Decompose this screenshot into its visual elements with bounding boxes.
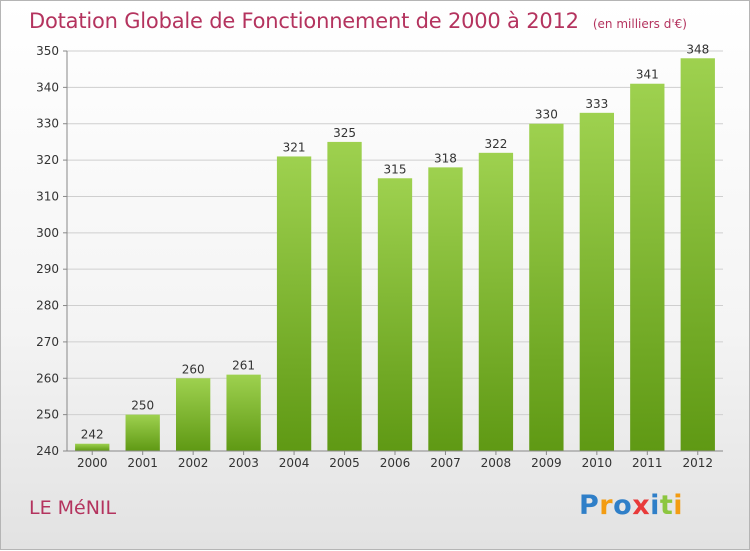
y-tick-label: 310	[36, 189, 59, 203]
chart-subtitle: (en milliers d'€)	[592, 17, 687, 31]
bar-2007	[428, 167, 463, 451]
data-label-2004: 321	[283, 140, 306, 154]
x-tick-label-2012: 2012	[682, 456, 713, 470]
title-row: Dotation Globale de Fonctionnement de 20…	[29, 9, 687, 33]
axes	[66, 51, 723, 452]
x-tick-label-2009: 2009	[531, 456, 562, 470]
logo-letter: o	[613, 490, 633, 521]
x-tick-label-2006: 2006	[380, 456, 411, 470]
y-tick-label: 320	[36, 153, 59, 167]
logo-letter: P	[579, 490, 600, 521]
bar-2008	[478, 152, 514, 451]
data-label-2012: 348	[686, 42, 709, 56]
data-label-2008: 322	[484, 137, 507, 151]
bar-2000	[75, 443, 110, 451]
data-label-2007: 318	[434, 151, 457, 165]
data-labels: 242 250 260 261 321 325 315 318 322 330 333 341 348	[81, 42, 709, 441]
commune-name: LE MéNIL	[29, 497, 117, 519]
x-tick-label-2010: 2010	[582, 456, 613, 470]
logo-letter: t	[659, 490, 674, 521]
y-tick-label: 270	[36, 335, 59, 349]
y-tick-label: 330	[36, 117, 59, 131]
bar-2002	[175, 378, 211, 451]
bar-2006	[377, 178, 413, 452]
y-tick-label: 350	[36, 44, 59, 58]
bar-2005	[327, 141, 362, 451]
y-axis-ticks: 240 250 260 270 280 290 300 310 320 330 340 350	[36, 44, 67, 458]
x-tick-label-2002: 2002	[178, 456, 209, 470]
data-label-2001: 250	[131, 399, 154, 413]
y-tick-label: 340	[36, 80, 59, 94]
x-tick-label-2011: 2011	[632, 456, 663, 470]
data-label-2000: 242	[81, 428, 104, 442]
bar-2004	[276, 156, 312, 452]
bar-2001	[125, 414, 160, 451]
bar-2003	[226, 374, 261, 451]
chart-title: Dotation Globale de Fonctionnement de 20…	[29, 9, 579, 33]
y-tick-label: 280	[36, 299, 59, 313]
data-label-2002: 260	[182, 362, 205, 376]
x-tick-label-2001: 2001	[127, 456, 158, 470]
bar-2010	[579, 112, 615, 452]
logo-letter: i	[673, 490, 684, 521]
y-tick-label: 250	[36, 408, 59, 422]
x-tick-label-2000: 2000	[77, 456, 108, 470]
x-tick-label-2003: 2003	[228, 456, 259, 470]
y-tick-label: 260	[36, 371, 59, 385]
logo-letter: x	[632, 490, 651, 521]
data-label-2010: 333	[585, 97, 608, 111]
data-label-2011: 341	[636, 68, 659, 82]
proxiti-logo[interactable]: Proxiti	[579, 490, 683, 521]
data-label-2006: 315	[384, 162, 407, 176]
y-tick-label: 300	[36, 226, 59, 240]
bar-2009	[529, 123, 564, 452]
y-tick-label: 290	[36, 262, 59, 276]
data-label-2009: 330	[535, 108, 558, 122]
x-tick-label-2007: 2007	[430, 456, 461, 470]
bars	[75, 58, 715, 452]
bar-2011	[630, 83, 665, 452]
data-label-2003: 261	[232, 359, 255, 373]
bar-2012	[680, 58, 715, 451]
x-tick-label-2005: 2005	[329, 456, 360, 470]
y-tick-label: 240	[36, 444, 59, 458]
data-label-2005: 325	[333, 126, 356, 140]
x-tick-label-2008: 2008	[481, 456, 512, 470]
logo-letter: i	[650, 490, 660, 521]
x-axis-ticks: 2000 2001 2002 2003 2004 2005 2006 2007 2008 2009…	[77, 451, 713, 470]
logo-letter: r	[599, 490, 614, 521]
x-tick-label-2004: 2004	[279, 456, 310, 470]
